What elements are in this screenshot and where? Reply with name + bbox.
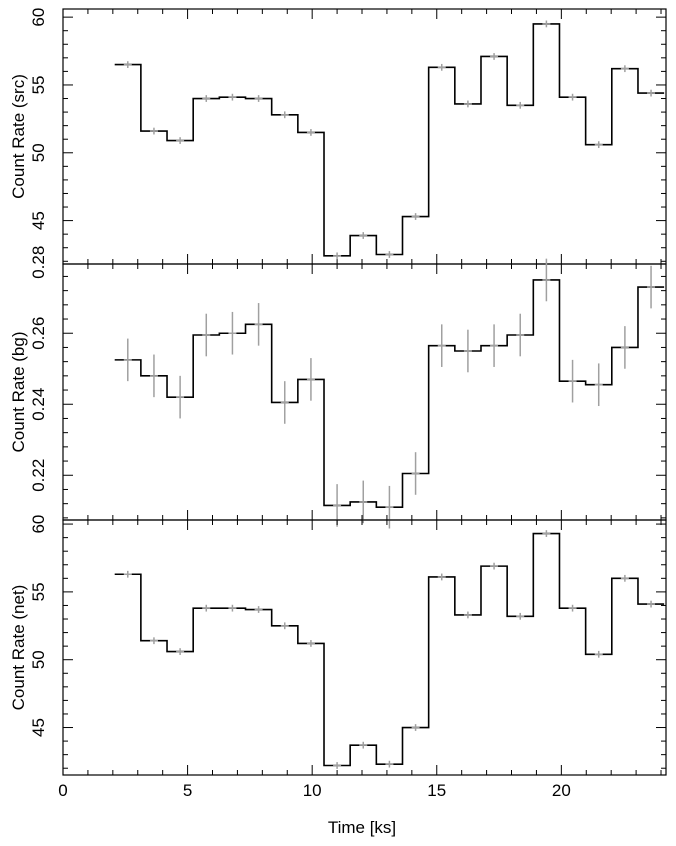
y-tick-label: 55 — [29, 75, 48, 94]
plot-frame — [62, 519, 667, 776]
y-tick-label: 55 — [29, 582, 48, 601]
x-axis-label: Time [ks] — [328, 818, 396, 837]
y-tick-label: 60 — [29, 8, 48, 27]
x-tick-label: 0 — [58, 781, 67, 800]
y-tick-label: 45 — [29, 211, 48, 230]
panel-3: 45 50 55 60 Count Rate (net) — [9, 515, 667, 776]
y-tick-label: 0.22 — [29, 459, 48, 492]
y-axis-label: Count Rate (src) — [9, 74, 28, 199]
panel-2: 0.22 0.24 0.26 0.28 Count Rate (bg) — [9, 246, 667, 529]
panel-1: 45 50 55 60 Count Rate (src) — [9, 8, 667, 265]
y-axis-label: Count Rate (bg) — [9, 332, 28, 453]
y-tick-label: 0.28 — [29, 246, 48, 279]
light-curve-step — [114, 279, 665, 509]
y-tick-label: 50 — [29, 143, 48, 162]
x-tick-label: 5 — [183, 781, 192, 800]
y-tick-label: 0.26 — [29, 317, 48, 350]
y-tick-label: 50 — [29, 650, 48, 669]
y-tick-label: 0.24 — [29, 388, 48, 421]
x-tick-label: 15 — [427, 781, 446, 800]
plot-frame — [62, 8, 667, 265]
x-tick-label: 20 — [552, 781, 571, 800]
x-tick-label: 10 — [303, 781, 322, 800]
y-tick-label: 45 — [29, 718, 48, 737]
y-tick-label: 60 — [29, 515, 48, 534]
y-axis-label: Count Rate (net) — [9, 585, 28, 711]
light-curve-step — [114, 23, 665, 257]
light-curve-step — [114, 532, 665, 767]
